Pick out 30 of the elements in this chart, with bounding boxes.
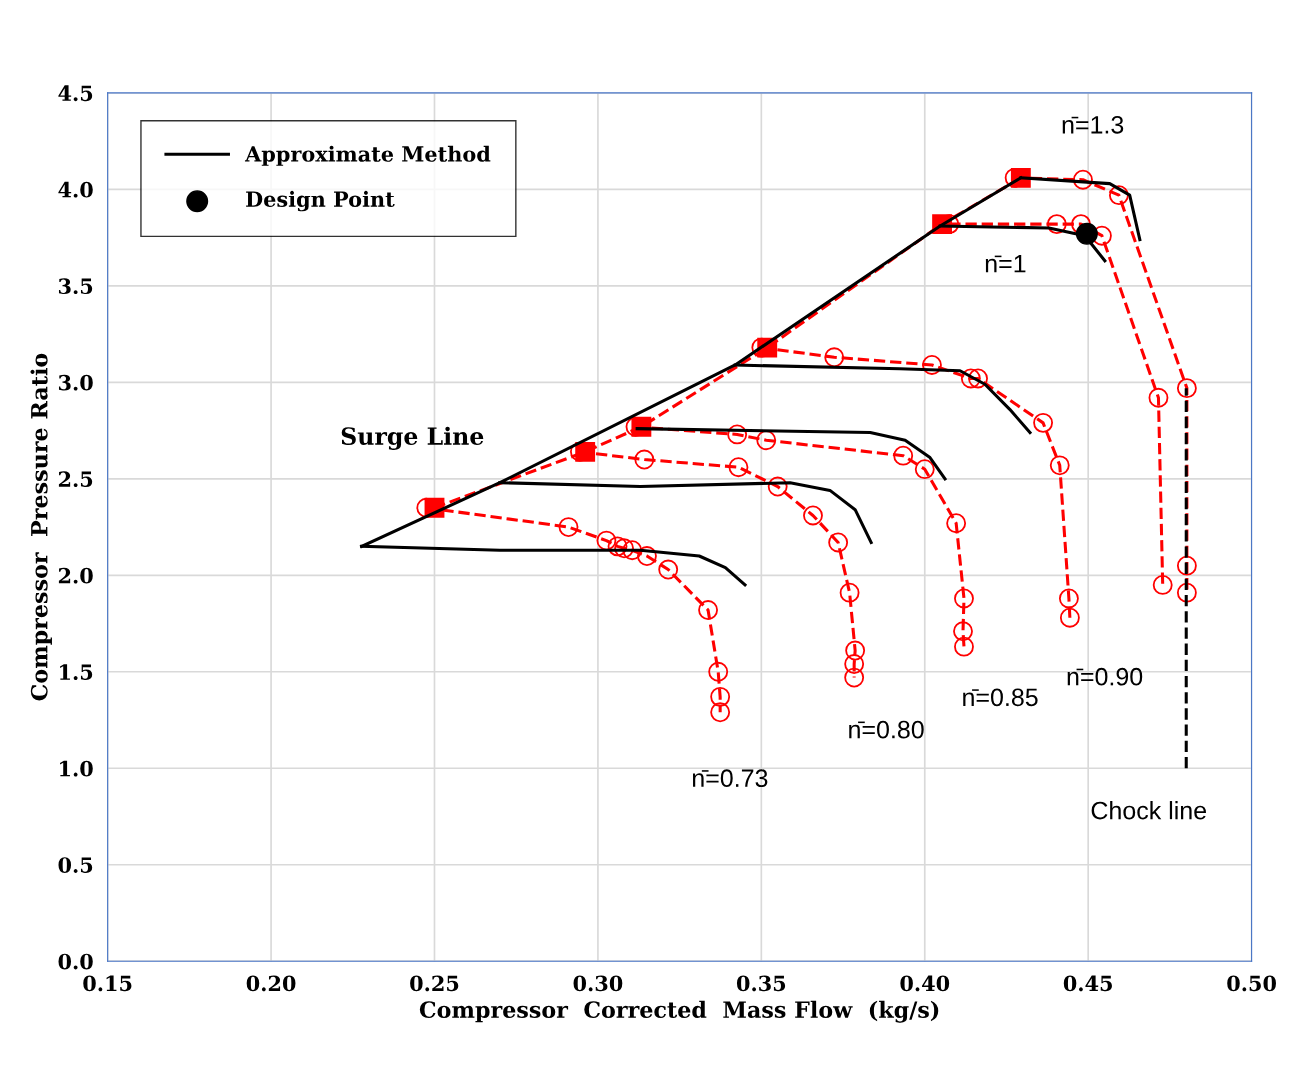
annotation: n̄=1 <box>985 255 1026 273</box>
y-axis-title: Compressor Pressure Ratio <box>30 353 52 701</box>
x-tick-label: 0.20 <box>246 975 296 992</box>
y-tick-label: 3.0 <box>58 374 93 391</box>
y-tick-label: 1.0 <box>60 760 93 777</box>
y-tick-label: 0.0 <box>58 953 93 970</box>
annotation: n̄=0.80 <box>849 720 924 739</box>
x-tick-label: 0.45 <box>1063 975 1112 992</box>
y-tick-label: 0.5 <box>58 857 93 873</box>
x-axis-title: Compressor Corrected Mass Flow (kg/s) <box>419 1000 939 1023</box>
x-tick-label: 0.25 <box>410 975 459 992</box>
y-tick-label: 4.5 <box>58 85 93 102</box>
annotation: n̄=1.3 <box>1062 115 1124 134</box>
annotation: n̄=0.73 <box>692 769 768 788</box>
x-tick-label: 0.50 <box>1227 975 1276 992</box>
x-tick-label: 0.40 <box>900 975 950 992</box>
annotation: Surge Line <box>341 426 484 450</box>
y-tick-label: 4.0 <box>58 181 93 198</box>
y-tick-label: 2.5 <box>58 471 93 488</box>
x-tick-label: 0.35 <box>736 975 786 992</box>
x-tick-label: 0.15 <box>83 975 132 992</box>
legend-label: Design Point <box>246 190 395 212</box>
y-tick-label: 3.5 <box>58 278 93 295</box>
legend-label: Approximate Method <box>244 145 491 166</box>
x-tick-label: 0.30 <box>573 975 623 992</box>
annotation: n̄=0.90 <box>1067 667 1143 686</box>
y-tick-label: 2.0 <box>58 567 93 584</box>
annotation: Chock line <box>1091 801 1206 820</box>
y-tick-label: 1.5 <box>60 664 93 680</box>
annotation: n̄=0.85 <box>963 688 1038 707</box>
